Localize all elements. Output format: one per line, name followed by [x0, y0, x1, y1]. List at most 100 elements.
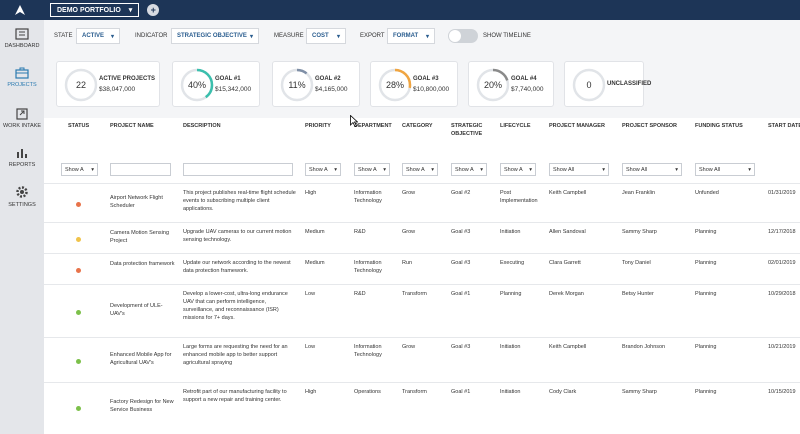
column-filter-select[interactable]: Show A ▾	[305, 163, 341, 176]
column-header[interactable]: PRIORITY	[305, 123, 331, 129]
kpi-amount: $10,800,000	[413, 86, 450, 93]
lifecycle: Executing	[500, 260, 525, 266]
sidebar-item-work-intake[interactable]: WORK INTAKE	[0, 108, 44, 129]
kpi-card[interactable]: 28% GOAL #3 $10,800,000	[370, 61, 458, 107]
kpi-title: ACTIVE PROJECTS	[99, 76, 156, 82]
project-manager: Keith Campbell	[549, 190, 587, 196]
status-indicator	[76, 309, 81, 315]
chevron-down-icon: ▾	[425, 33, 429, 40]
table-row[interactable]: Development of ULE-UAV's Develop a lower-…	[44, 284, 800, 337]
measure-select[interactable]: COST ▾	[306, 28, 346, 44]
chevron-down-icon: ▾	[249, 33, 253, 40]
department: Information Technology	[354, 344, 382, 358]
column-header[interactable]: LIFECYCLE	[500, 123, 531, 129]
table-row[interactable]: Camera Motion Sensing Project Upgrade UAV…	[44, 222, 800, 253]
column-filter-input[interactable]	[183, 163, 293, 176]
table-row[interactable]: Enhanced Mobile App for Agricultural UAV…	[44, 337, 800, 382]
column-filter-select[interactable]: Show A ▾	[451, 163, 487, 176]
table-row[interactable]: Data protection framework Update our netw…	[44, 253, 800, 284]
column-filter-select[interactable]: Show A ▾	[354, 163, 390, 176]
column-filter-select[interactable]: Show All ▾	[622, 163, 682, 176]
column-header[interactable]: PROJECT SPONSOR	[622, 123, 678, 129]
progress-arc	[476, 68, 510, 102]
sidebar-item-label: PROJECTS	[7, 82, 37, 88]
column-header[interactable]: START DATE	[768, 123, 800, 129]
kpi-card[interactable]: 40% GOAL #1 $15,342,000	[172, 61, 260, 107]
sidebar-item-label: DASHBOARD	[4, 43, 40, 49]
project-manager: Derek Morgan	[549, 291, 584, 297]
kpi-amount: $15,342,000	[215, 86, 252, 93]
department: Operations	[354, 389, 381, 395]
status-indicator	[76, 236, 81, 242]
priority: Low	[305, 291, 316, 297]
state-value: ACTIVE	[82, 33, 105, 39]
project-description: Large forms are requesting the need for …	[183, 344, 288, 366]
column-header[interactable]: STATUS	[68, 123, 90, 129]
table-row[interactable]: Factory Redesign for New Service Busines…	[44, 382, 800, 432]
column-filter-select[interactable]: Show All ▾	[549, 163, 609, 176]
column-filter-input[interactable]	[110, 163, 171, 176]
add-portfolio-button[interactable]: +	[147, 4, 160, 16]
project-manager: Clara Garrett	[549, 260, 581, 266]
app-logo[interactable]	[0, 0, 40, 20]
portfolio-select[interactable]: DEMO PORTFOLIO ▾	[50, 3, 140, 17]
state-label: STATE	[54, 33, 73, 39]
gear-icon	[16, 186, 28, 198]
start-date: 10/29/2018	[768, 291, 796, 297]
project-name: Data protection framework	[110, 260, 175, 267]
kpi-cards: 22 ACTIVE PROJECTS $38,047,000 40% GOAL #1 $1…	[44, 54, 800, 118]
project-description: This project publishes real-time flight …	[183, 190, 296, 212]
filter-value: Show A	[358, 166, 377, 173]
column-header[interactable]: DEPARTMENT	[354, 123, 392, 129]
sidebar-item-reports[interactable]: REPORTS	[0, 147, 44, 168]
sidebar-item-projects[interactable]: PROJECTS	[0, 67, 44, 88]
kpi-card[interactable]: 0 UNCLASSIFIED	[564, 61, 651, 107]
column-filter-select[interactable]: Show A ▾	[402, 163, 438, 176]
state-select[interactable]: ACTIVE ▾	[76, 28, 120, 44]
kpi-amount: $38,047,000	[99, 86, 136, 93]
sidebar-item-settings[interactable]: SETTINGS	[0, 185, 44, 208]
export-select[interactable]: FORMAT ▾	[387, 28, 435, 44]
column-header[interactable]: PROJECT NAME	[110, 123, 154, 129]
funding-status: Planning	[695, 389, 717, 395]
sidebar-item-dashboard[interactable]: DASHBOARD	[0, 28, 44, 49]
indicator-select[interactable]: STRATEGIC OBJECTIVE ▾	[171, 28, 259, 44]
portfolio-name: DEMO PORTFOLIO	[57, 6, 121, 14]
priority: Medium	[305, 260, 325, 266]
category: Transform	[402, 389, 427, 395]
kpi-title: GOAL #2	[315, 76, 341, 82]
indicator-label: INDICATOR	[135, 33, 168, 39]
status-indicator	[76, 358, 81, 364]
chevron-down-icon: ▾	[748, 166, 751, 173]
column-header[interactable]: FUNDING STATUS	[695, 123, 743, 129]
lifecycle: Initiation	[500, 344, 521, 350]
indicator-value: STRATEGIC OBJECTIVE	[177, 33, 247, 39]
chevron-down-icon: ▾	[91, 166, 94, 173]
kpi-card[interactable]: 22 ACTIVE PROJECTS $38,047,000	[56, 61, 160, 107]
project-sponsor: Brandon Johnson	[622, 344, 666, 350]
column-header[interactable]: PROJECT MANAGER	[549, 123, 605, 129]
column-header[interactable]: DESCRIPTION	[183, 123, 221, 129]
kpi-card[interactable]: 11% GOAL #2 $4,165,000	[272, 61, 360, 107]
column-filter-select[interactable]: Show A ▾	[500, 163, 536, 176]
project-manager: Keith Campbell	[549, 344, 587, 350]
project-sponsor: Sammy Sharp	[622, 229, 657, 235]
project-manager: Allen Sandoval	[549, 229, 586, 235]
kpi-value: 22	[75, 80, 86, 90]
filter-value: Show All	[699, 166, 721, 173]
strategic-objective: Goal #1	[451, 291, 471, 297]
project-sponsor: Tony Daniel	[622, 260, 651, 266]
category: Grow	[402, 190, 416, 196]
mouse-cursor-icon	[350, 115, 358, 127]
timeline-toggle[interactable]	[448, 29, 478, 43]
table-row[interactable]: Airport Network Flight Scheduler This pro…	[44, 183, 800, 222]
kpi-card[interactable]: 20% GOAL #4 $7,740,000	[468, 61, 554, 107]
category: Run	[402, 260, 413, 266]
column-filter-select[interactable]: Show All ▾	[695, 163, 755, 176]
column-header[interactable]: STRATEGIC OBJECTIVE	[451, 123, 483, 137]
column-header[interactable]: CATEGORY	[402, 123, 433, 129]
kpi-value: 28%	[385, 80, 404, 90]
kpi-title: UNCLASSIFIED	[607, 81, 652, 87]
timeline-label: SHOW TIMELINE	[483, 33, 531, 39]
column-filter-select[interactable]: Show A ▾	[61, 163, 98, 176]
